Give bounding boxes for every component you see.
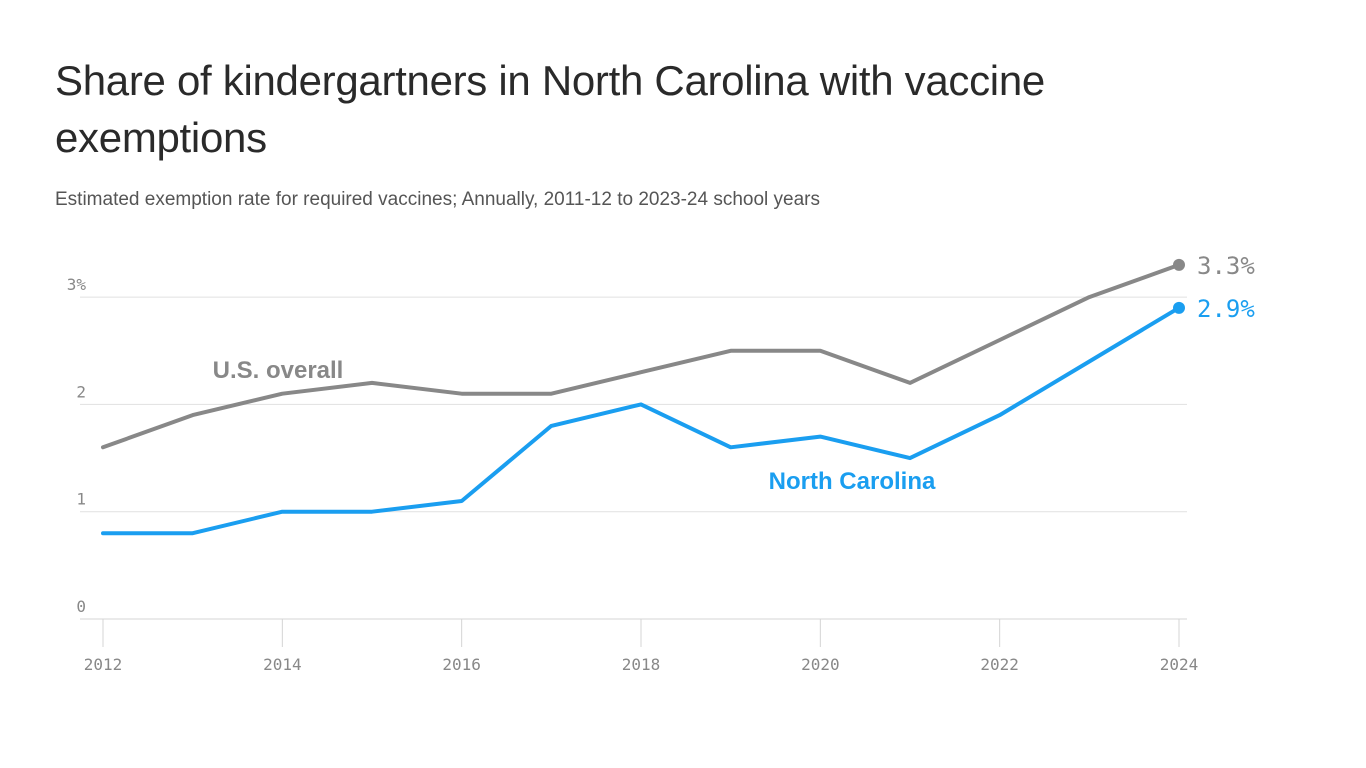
end-value-label-u-s-overall: 3.3% <box>1197 252 1255 280</box>
y-tick-label: 2 <box>76 382 86 401</box>
x-tick-label: 2018 <box>622 655 661 674</box>
chart-title: Share of kindergartners in North Carolin… <box>55 57 1045 161</box>
x-tick-label: 2020 <box>801 655 840 674</box>
x-tick-label: 2016 <box>442 655 481 674</box>
x-tick-label: 2012 <box>84 655 123 674</box>
gridlines <box>80 296 1187 620</box>
series-label-u-s-overall: U.S. overall <box>213 357 344 384</box>
series-line-north-carolina <box>101 305 1181 536</box>
series-line-u-s-overall <box>101 262 1181 450</box>
series-label-north-carolina: North Carolina <box>769 468 936 495</box>
x-tick-label: 2022 <box>980 655 1019 674</box>
chart-subtitle: Estimated exemption rate for required va… <box>55 189 821 210</box>
y-tick-label: 0 <box>76 597 86 616</box>
end-point-u-s-overall <box>1173 258 1185 271</box>
series-lines: 3.3% U.S. overall 2.9% North Carolina <box>101 252 1255 536</box>
end-value-label-north-carolina: 2.9% <box>1197 295 1255 323</box>
x-axis-ticks: 2012 2014 2016 2018 2020 2022 2024 <box>84 619 1199 674</box>
x-tick-label: 2024 <box>1160 655 1199 674</box>
y-tick-label: 3% <box>67 275 87 294</box>
x-tick-label: 2014 <box>263 655 302 674</box>
y-tick-label: 1 <box>76 490 86 509</box>
y-axis-ticks: 0 1 2 3% <box>67 275 87 616</box>
end-point-north-carolina <box>1173 301 1185 314</box>
